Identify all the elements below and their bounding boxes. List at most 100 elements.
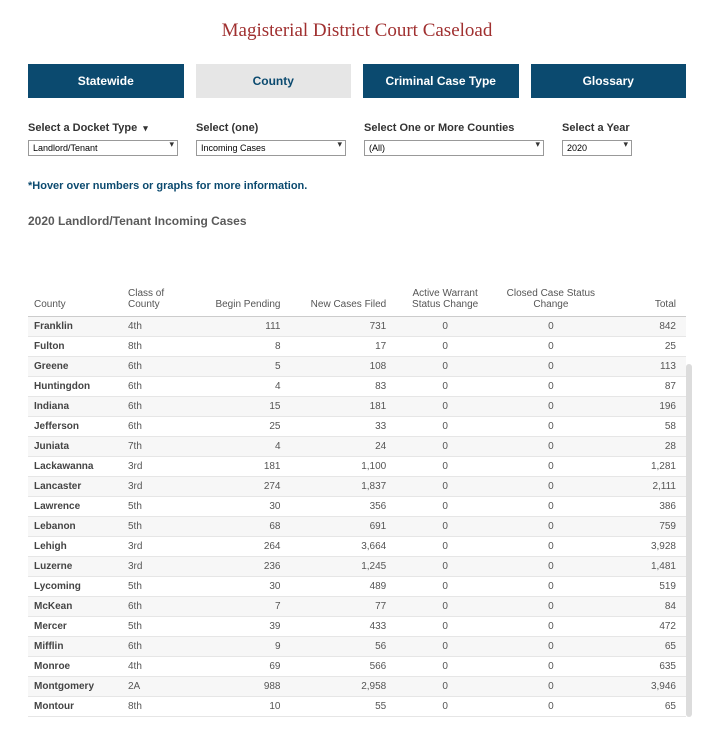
tab-glossary[interactable]: Glossary (531, 64, 687, 98)
table-row[interactable]: Montgomery2A9882,958003,946 (28, 677, 686, 697)
tab-county[interactable]: County (196, 64, 352, 98)
cell-closed-case: 0 (498, 437, 604, 457)
select-one-select[interactable]: Incoming Cases (196, 140, 346, 156)
cell-new-cases: 2,958 (287, 677, 393, 697)
table-row[interactable]: Lycoming5th3048900519 (28, 577, 686, 597)
col-closed-case[interactable]: Closed Case Status Change (498, 284, 604, 317)
docket-type-select[interactable]: Landlord/Tenant (28, 140, 178, 156)
table-row[interactable]: Lawrence5th3035600386 (28, 497, 686, 517)
col-total[interactable]: Total (604, 284, 686, 317)
table-row[interactable]: Juniata7th4240028 (28, 437, 686, 457)
table-row[interactable]: Indiana6th1518100196 (28, 397, 686, 417)
table-row[interactable]: Mifflin6th9560065 (28, 637, 686, 657)
cell-begin-pending: 8 (193, 337, 287, 357)
cell-county: Lehigh (28, 537, 122, 557)
table-wrap: County Class of County Begin Pending New… (28, 284, 686, 717)
cell-county: Juniata (28, 437, 122, 457)
col-active-warrant[interactable]: Active Warrant Status Change (392, 284, 498, 317)
col-begin-pending[interactable]: Begin Pending (193, 284, 287, 317)
filter-one-label: Select (one) (196, 122, 346, 134)
cell-begin-pending: 236 (193, 557, 287, 577)
table-row[interactable]: McKean6th7770084 (28, 597, 686, 617)
table-row[interactable]: Lackawanna3rd1811,100001,281 (28, 457, 686, 477)
cell-closed-case: 0 (498, 337, 604, 357)
cell-active-warrant: 0 (392, 557, 498, 577)
cell-active-warrant: 0 (392, 397, 498, 417)
col-county[interactable]: County (28, 284, 122, 317)
cell-total: 3,928 (604, 537, 686, 557)
filter-docket-label-text: Select a Docket Type (28, 122, 137, 134)
scrollbar[interactable] (686, 364, 692, 717)
cell-class: 6th (122, 637, 193, 657)
filter-year-label: Select a Year (562, 122, 632, 134)
cell-county: Fulton (28, 337, 122, 357)
cell-begin-pending: 39 (193, 617, 287, 637)
table-row[interactable]: Luzerne3rd2361,245001,481 (28, 557, 686, 577)
cell-new-cases: 356 (287, 497, 393, 517)
cell-new-cases: 108 (287, 357, 393, 377)
cell-class: 6th (122, 357, 193, 377)
hover-note: *Hover over numbers or graphs for more i… (28, 180, 686, 192)
cell-county: Mifflin (28, 637, 122, 657)
cell-begin-pending: 4 (193, 437, 287, 457)
table-row[interactable]: Jefferson6th25330058 (28, 417, 686, 437)
cell-class: 6th (122, 377, 193, 397)
cell-closed-case: 0 (498, 457, 604, 477)
tab-criminal-case-type[interactable]: Criminal Case Type (363, 64, 519, 98)
table-row[interactable]: Lancaster3rd2741,837002,111 (28, 477, 686, 497)
table-row[interactable]: Lebanon5th6869100759 (28, 517, 686, 537)
cell-begin-pending: 68 (193, 517, 287, 537)
cell-class: 6th (122, 397, 193, 417)
cell-county: Lebanon (28, 517, 122, 537)
cell-total: 635 (604, 657, 686, 677)
cell-active-warrant: 0 (392, 337, 498, 357)
table-row[interactable]: Monroe4th6956600635 (28, 657, 686, 677)
chevron-down-icon[interactable]: ▾ (143, 123, 148, 134)
cell-total: 472 (604, 617, 686, 637)
cell-total: 759 (604, 517, 686, 537)
cell-begin-pending: 69 (193, 657, 287, 677)
cell-county: Lancaster (28, 477, 122, 497)
cell-closed-case: 0 (498, 577, 604, 597)
table-row[interactable]: Huntingdon6th4830087 (28, 377, 686, 397)
table-row[interactable]: Fulton8th8170025 (28, 337, 686, 357)
cell-closed-case: 0 (498, 317, 604, 337)
table-row[interactable]: Montour8th10550065 (28, 697, 686, 717)
cell-active-warrant: 0 (392, 637, 498, 657)
col-class[interactable]: Class of County (122, 284, 193, 317)
cell-begin-pending: 274 (193, 477, 287, 497)
cell-begin-pending: 5 (193, 357, 287, 377)
cell-new-cases: 17 (287, 337, 393, 357)
table-row[interactable]: Mercer5th3943300472 (28, 617, 686, 637)
table-row[interactable]: Lehigh3rd2643,664003,928 (28, 537, 686, 557)
tab-statewide[interactable]: Statewide (28, 64, 184, 98)
cell-total: 1,481 (604, 557, 686, 577)
cell-active-warrant: 0 (392, 497, 498, 517)
cell-new-cases: 24 (287, 437, 393, 457)
cell-begin-pending: 181 (193, 457, 287, 477)
cell-closed-case: 0 (498, 417, 604, 437)
cell-new-cases: 731 (287, 317, 393, 337)
cell-begin-pending: 30 (193, 577, 287, 597)
tab-bar: Statewide County Criminal Case Type Glos… (28, 64, 686, 98)
cell-begin-pending: 111 (193, 317, 287, 337)
cell-active-warrant: 0 (392, 577, 498, 597)
cell-closed-case: 0 (498, 617, 604, 637)
cell-closed-case: 0 (498, 597, 604, 617)
cell-class: 8th (122, 337, 193, 357)
cell-begin-pending: 4 (193, 377, 287, 397)
col-new-cases[interactable]: New Cases Filed (287, 284, 393, 317)
counties-select[interactable]: (All) (364, 140, 544, 156)
cell-class: 3rd (122, 537, 193, 557)
cell-county: Huntingdon (28, 377, 122, 397)
cell-begin-pending: 988 (193, 677, 287, 697)
year-select[interactable]: 2020 (562, 140, 632, 156)
table-row[interactable]: Franklin4th11173100842 (28, 317, 686, 337)
table-body: Franklin4th11173100842Fulton8th8170025Gr… (28, 317, 686, 717)
cell-new-cases: 691 (287, 517, 393, 537)
cell-total: 386 (604, 497, 686, 517)
cell-new-cases: 1,245 (287, 557, 393, 577)
cell-new-cases: 33 (287, 417, 393, 437)
cell-county: Lackawanna (28, 457, 122, 477)
table-row[interactable]: Greene6th510800113 (28, 357, 686, 377)
